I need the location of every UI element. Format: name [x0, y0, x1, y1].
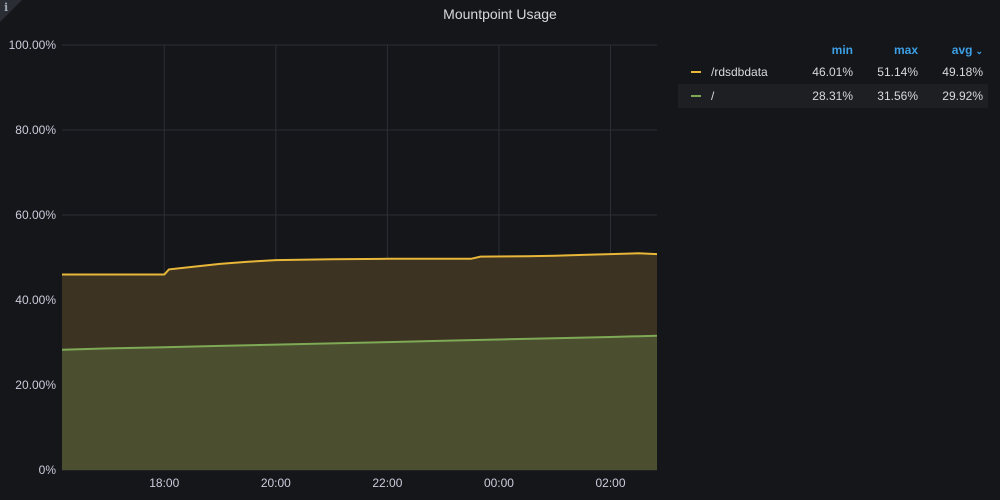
series-color-swatch[interactable] [691, 71, 701, 73]
legend-header-avg[interactable]: avg ⌄ [951, 43, 983, 57]
series-line-0[interactable] [62, 252, 658, 276]
x-tick-label: 02:00 [596, 476, 626, 490]
y-tick-label: 20.00% [15, 378, 56, 392]
panel-title[interactable]: Mountpoint Usage [443, 6, 557, 22]
legend-row-rdsdbdata[interactable]: /rdsdbdata 46.01% 51.14% 49.18% [678, 60, 988, 84]
legend-header: min max avg ⌄ [678, 40, 988, 60]
series-color-swatch[interactable] [691, 95, 701, 97]
y-tick-label: 60.00% [15, 208, 56, 222]
legend-avg-value: 29.92% [942, 89, 983, 103]
legend-min-value: 46.01% [812, 65, 853, 79]
legend-header-max[interactable]: max [893, 43, 918, 57]
legend-avg-value: 49.18% [942, 65, 983, 79]
y-tick-label: 100.00% [9, 38, 57, 52]
legend-row-root[interactable]: / 28.31% 31.56% 29.92% [678, 84, 988, 108]
y-tick-label: 0% [39, 463, 57, 477]
legend-series-name[interactable]: /rdsdbdata [711, 65, 768, 79]
x-tick-label: 20:00 [261, 476, 291, 490]
chevron-down-icon[interactable]: ⌄ [975, 46, 983, 56]
x-tick-label: 00:00 [484, 476, 514, 490]
legend-min-value: 28.31% [812, 89, 853, 103]
legend-header-min[interactable]: min [831, 43, 853, 57]
legend-table: min max avg ⌄ /rdsdbdata 46.01% 51.14% 49… [678, 40, 988, 108]
legend-series-name[interactable]: / [711, 89, 715, 103]
y-tick-label: 80.00% [15, 123, 56, 137]
legend-max-value: 51.14% [877, 65, 918, 79]
series-area-1 [62, 335, 657, 470]
x-tick-label: 18:00 [149, 476, 179, 490]
series-lines [61, 252, 658, 351]
x-axis-ticks: 18:00 20:00 22:00 00:00 02:00 [149, 476, 626, 490]
legend-max-value: 31.56% [877, 89, 918, 103]
x-tick-label: 22:00 [372, 476, 402, 490]
info-icon[interactable]: i [4, 1, 9, 14]
series-line-1[interactable] [61, 334, 658, 351]
series-areas [62, 253, 657, 470]
y-axis-ticks: 0% 20.00% 40.00% 60.00% 80.00% 100.00% [9, 38, 57, 477]
y-tick-label: 40.00% [15, 293, 56, 307]
